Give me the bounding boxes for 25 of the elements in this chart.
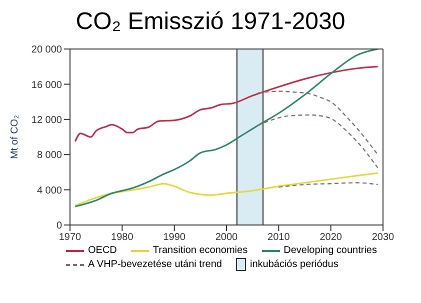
- y-tick-label: 8 000: [36, 150, 62, 162]
- legend-label: OECD: [87, 245, 117, 256]
- line-series: [74, 66, 379, 142]
- x-tick-label: 2020: [320, 232, 342, 244]
- y-axis-title: Mt of CO₂: [10, 114, 21, 159]
- line-series: [74, 49, 379, 208]
- x-tick-label: 2010: [268, 232, 290, 244]
- y-tick-label: 4 000: [36, 185, 62, 196]
- legend-label: A VHP-bevezetése utáni trend: [87, 258, 222, 271]
- line-series: [74, 172, 379, 206]
- legend-label: inkubációs periódus: [248, 258, 338, 271]
- x-tick-label: 2030: [372, 232, 395, 244]
- legend-label: Developing countries: [282, 245, 377, 256]
- y-tick-label: 0: [56, 220, 62, 232]
- x-tick-label: 1980: [111, 232, 134, 244]
- x-tick-label: 1990: [163, 232, 186, 244]
- y-tick-label: 20 000: [31, 44, 62, 56]
- line-series: [257, 114, 378, 168]
- y-tick-label: 12 000: [31, 114, 62, 126]
- y-tick-label: 16 000: [31, 80, 62, 91]
- x-tick-label: 2000: [215, 232, 238, 244]
- x-tick-label: 1970: [58, 232, 82, 244]
- line-series: [257, 90, 378, 156]
- legend-label: Transition economies: [152, 245, 248, 256]
- chart-title: CO₂ Emisszió 1971-2030: [74, 8, 346, 36]
